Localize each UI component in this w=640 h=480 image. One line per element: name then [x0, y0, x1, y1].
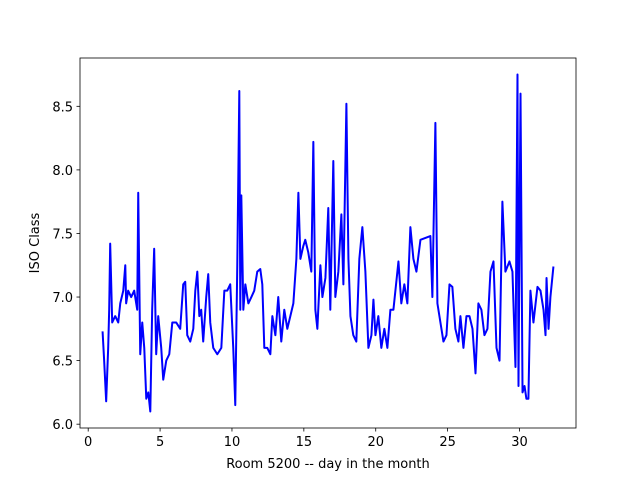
y-tick-label: 8.5 — [52, 100, 73, 115]
y-tick-label: 6.5 — [52, 355, 73, 370]
x-tick-label: 5 — [156, 435, 164, 450]
y-axis-label: ISO Class — [28, 212, 43, 273]
x-tick-label: 15 — [296, 435, 313, 450]
y-tick-label: 7.0 — [52, 291, 73, 306]
y-tick-label: 8.0 — [52, 164, 73, 179]
x-tick-label: 20 — [367, 435, 384, 450]
y-tick-label: 6.0 — [52, 418, 73, 433]
x-tick-label: 25 — [439, 435, 456, 450]
data-line — [101, 73, 555, 413]
y-tick-label: 7.5 — [52, 227, 73, 242]
x-tick-label: 30 — [511, 435, 528, 450]
x-tick-label: 10 — [224, 435, 241, 450]
x-axis-label: Room 5200 -- day in the month — [226, 457, 430, 472]
plot-frame — [79, 57, 577, 429]
x-tick-label: 0 — [84, 435, 92, 450]
